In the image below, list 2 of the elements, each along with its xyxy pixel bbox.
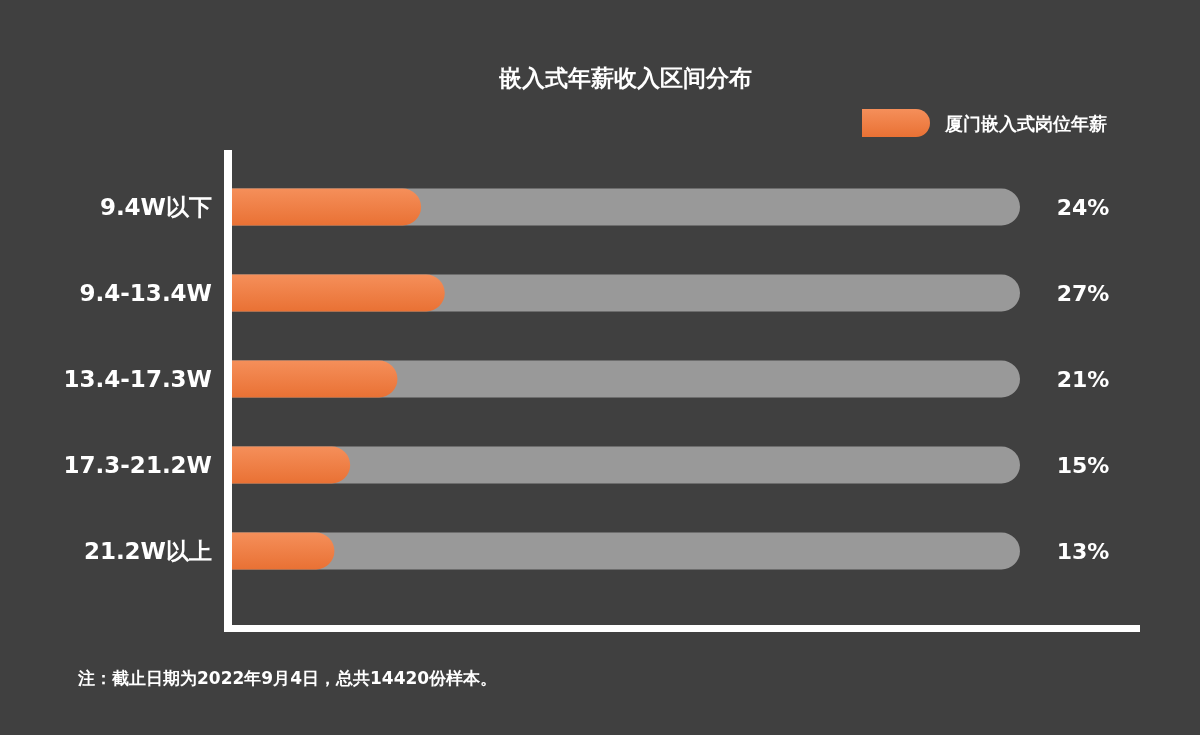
note: 注：截止日期为2022年9月4日，总共14420份样本。 xyxy=(78,668,498,688)
title: 嵌入式年薪收入区间分布 xyxy=(498,65,752,91)
